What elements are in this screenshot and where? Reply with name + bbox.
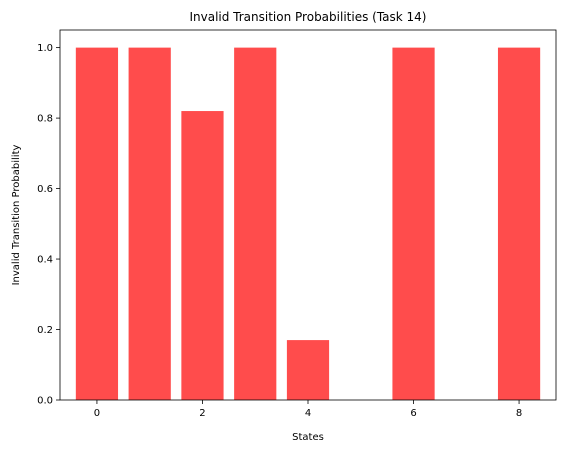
- y-tick-label: 0.0: [37, 396, 53, 407]
- y-tick-label: 0.4: [37, 255, 53, 266]
- bar-state-8: [497, 47, 541, 400]
- y-axis-label: Invalid Transition Probability: [11, 145, 22, 286]
- x-axis: 0 2 4 6 8: [94, 400, 522, 419]
- y-tick-label: 0.2: [37, 325, 53, 336]
- x-tick-label: 0: [94, 408, 100, 419]
- x-axis-label: States: [292, 432, 324, 443]
- bar-state-4: [286, 340, 330, 400]
- x-tick-label: 8: [516, 408, 522, 419]
- bars-layer: [75, 47, 541, 401]
- y-axis: 0.0 0.2 0.4 0.6 0.8 1.0: [37, 43, 60, 407]
- y-tick-label: 0.8: [37, 114, 53, 125]
- bar-state-1: [128, 47, 171, 400]
- x-tick-label: 4: [305, 408, 311, 419]
- bar-state-6: [392, 47, 435, 400]
- x-tick-label: 6: [410, 408, 416, 419]
- y-tick-label: 1.0: [37, 43, 53, 54]
- y-tick-label: 0.6: [37, 184, 53, 195]
- bar-state-0: [75, 47, 119, 400]
- bar-state-3: [234, 47, 277, 400]
- bar-state-2: [181, 111, 224, 401]
- chart-title: Invalid Transition Probabilities (Task 1…: [189, 10, 426, 24]
- x-tick-label: 2: [199, 408, 205, 419]
